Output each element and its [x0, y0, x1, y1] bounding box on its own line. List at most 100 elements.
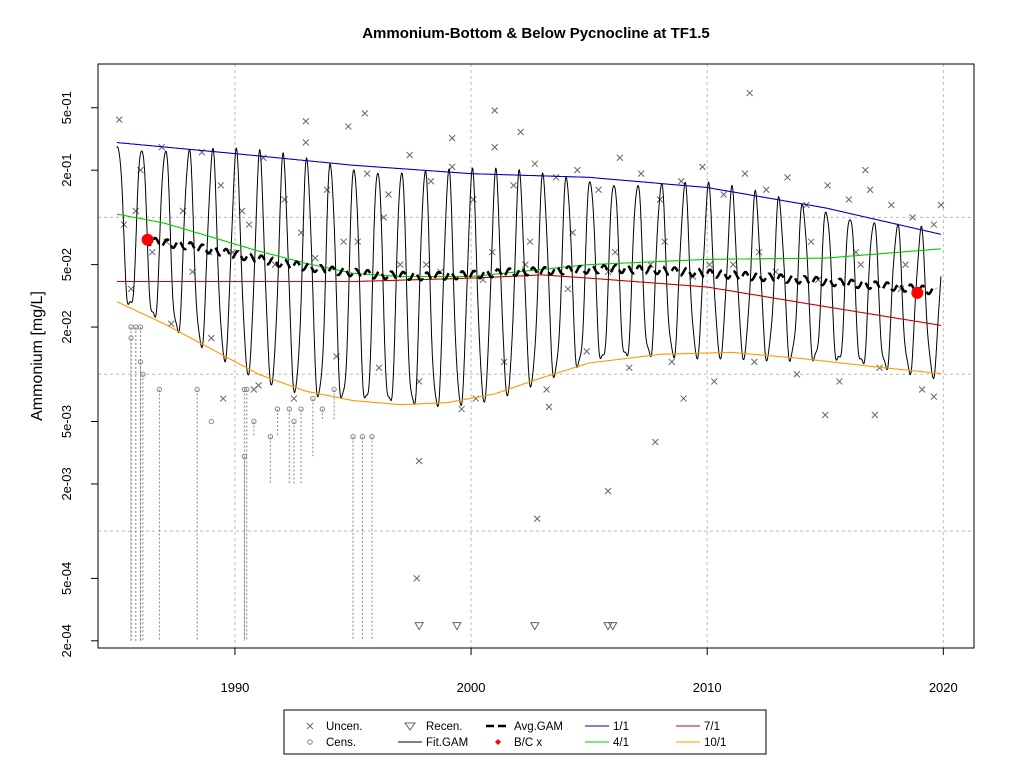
legend-swatch: [306, 722, 314, 730]
uncensored-point: [836, 378, 843, 385]
legend-box: [283, 709, 767, 755]
uncensored-point: [668, 358, 676, 366]
y-tick-label: 5e-02: [59, 248, 74, 281]
uncensored-point: [385, 191, 392, 198]
uncensored-point: [793, 370, 801, 378]
censored-point: [208, 418, 215, 425]
censored-point: [291, 418, 297, 425]
uncensored-point: [857, 261, 865, 268]
y-tick-label: 2e-04: [59, 624, 74, 657]
uncensored-point: [207, 334, 215, 342]
uncensored-point: [909, 214, 916, 221]
uncensored-point: [930, 393, 938, 401]
uncensored-point: [637, 170, 645, 178]
censored-point: [128, 335, 134, 341]
uncensored-point: [807, 238, 815, 246]
uncensored-point: [488, 248, 496, 256]
x-tick-label: 1990: [220, 680, 249, 695]
uncensored-point: [448, 134, 456, 142]
censored-point: [267, 434, 274, 440]
uncensored-point: [167, 320, 175, 328]
legend-swatch: [404, 722, 416, 731]
recensored-points: [414, 622, 618, 631]
censored-point: [350, 434, 356, 440]
uncensored-point: [311, 254, 319, 262]
legend-label: 7/1: [704, 721, 720, 733]
legend-item: 7/1: [676, 721, 720, 733]
uncensored-point: [784, 173, 791, 181]
legend-swatch: [307, 739, 313, 745]
uncensored-point: [746, 89, 754, 97]
y-axis-label: Ammonium [mg/L]: [29, 291, 46, 421]
uncensored-point: [448, 163, 456, 171]
y-tick-label: 5e-03: [59, 405, 74, 438]
uncensored-point: [531, 160, 539, 168]
legend-item: 10/1: [676, 737, 726, 749]
uncensored-point: [751, 358, 758, 366]
uncensored-point: [824, 182, 831, 189]
uncensored-point: [680, 395, 687, 402]
uncensored-point: [611, 248, 619, 256]
uncensored-point: [290, 395, 298, 402]
legend-item: Recen.: [404, 721, 462, 733]
censored-point: [359, 434, 366, 440]
uncensored-point: [710, 378, 718, 385]
uncensored-point: [413, 575, 421, 582]
legend-item: Cens.: [307, 737, 356, 749]
censored-point: [137, 324, 144, 330]
uncensored-point: [344, 123, 352, 130]
uncensored-point: [323, 186, 331, 194]
season-lines: [116, 141, 942, 406]
legend-label: B/C x: [514, 737, 542, 749]
uncensored-point: [526, 238, 534, 246]
uncensored-point: [363, 170, 371, 178]
uncensored-point: [918, 386, 926, 393]
recensored-point: [607, 622, 618, 631]
legend-item: Avg.GAM: [486, 721, 563, 733]
censored-point: [369, 434, 375, 440]
uncensored-point: [552, 173, 560, 181]
uncensored-point: [148, 248, 156, 256]
y-tick-label: 2e-02: [59, 310, 74, 343]
uncensored-point: [595, 186, 602, 194]
uncensored-point: [281, 196, 288, 203]
series-line-4-1: [116, 213, 941, 278]
uncensored-points: [115, 89, 945, 582]
uncensored-point: [245, 221, 253, 228]
censored-point: [194, 386, 200, 393]
plot-area: [97, 63, 975, 649]
uncensored-point: [604, 487, 612, 495]
uncensored-point: [845, 196, 853, 203]
censored-point: [156, 386, 163, 393]
legend-label: 4/1: [613, 737, 629, 749]
censored-points: [128, 324, 375, 641]
uncensored-point: [616, 154, 624, 162]
uncensored-point: [396, 261, 404, 268]
uncensored-point: [651, 438, 659, 446]
uncensored-point: [862, 166, 869, 174]
uncensored-point: [647, 261, 654, 268]
uncensored-point: [415, 457, 423, 465]
uncensored-point: [564, 285, 572, 293]
uncensored-point: [583, 347, 591, 355]
fit-gam-line: [116, 146, 942, 408]
uncensored-point: [375, 364, 383, 372]
legend-label: Cens.: [326, 737, 356, 749]
uncensored-point: [427, 177, 435, 185]
uncensored-point: [888, 201, 895, 209]
uncensored-point: [517, 128, 525, 136]
legend-swatch: [495, 739, 501, 745]
uncensored-point: [132, 207, 140, 215]
uncensored-point: [871, 411, 879, 419]
y-tick-label: 2e-01: [59, 154, 74, 187]
uncensored-point: [115, 116, 123, 123]
y-tick-label: 5e-04: [59, 562, 74, 595]
legend-item: B/C x: [495, 737, 542, 749]
recensored-point: [529, 622, 540, 631]
censored-point: [244, 386, 250, 393]
uncensored-point: [706, 261, 713, 268]
legend-label: Avg.GAM: [514, 721, 563, 733]
bc-point: [141, 233, 154, 246]
uncensored-point: [741, 170, 749, 178]
